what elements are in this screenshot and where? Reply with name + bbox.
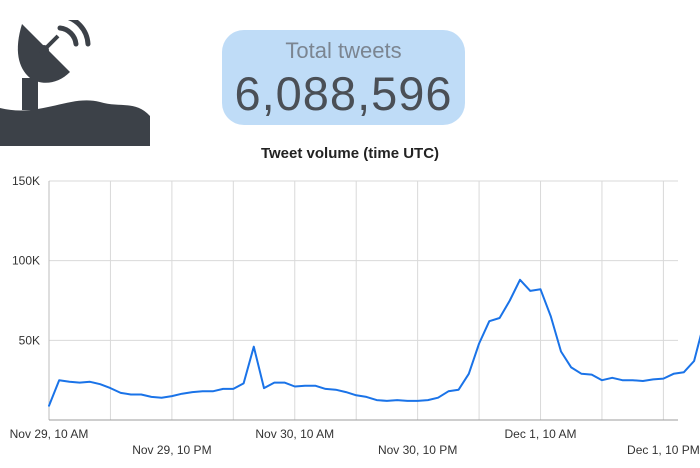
logo-mast: [22, 78, 38, 110]
y-tick-label: 100K: [12, 254, 40, 268]
logo-ground: [0, 100, 150, 146]
total-tweets-value: 6,088,596: [234, 67, 453, 120]
logo-signal-wave-1: [57, 25, 79, 47]
series-line-tweet-volume: [48, 278, 700, 407]
y-tick-label: 50K: [19, 333, 40, 347]
total-tweets-label: Total tweets: [285, 38, 402, 63]
total-tweets-card: Total tweets 6,088,596: [222, 30, 465, 125]
chart-title: Tweet volume (time UTC): [260, 145, 440, 162]
satellite-dish-icon: [0, 20, 150, 146]
x-tick-label: Nov 30, 10 PM: [378, 443, 457, 457]
logo-signal-wave-2: [67, 20, 91, 47]
x-tick-label: Dec 1, 10 AM: [504, 427, 576, 441]
x-tick-label: Nov 30, 10 AM: [255, 427, 334, 441]
y-tick-label: 150K: [12, 174, 40, 188]
tweet-volume-chart: 50K 100K 150K Nov 29, 10 AM Nov 29, 10 PM Nov…: [10, 174, 700, 457]
x-tick-label: Nov 29, 10 PM: [132, 443, 211, 457]
x-tick-label: Dec 1, 10 PM: [627, 443, 700, 457]
x-tick-label: Nov 29, 10 AM: [10, 427, 89, 441]
